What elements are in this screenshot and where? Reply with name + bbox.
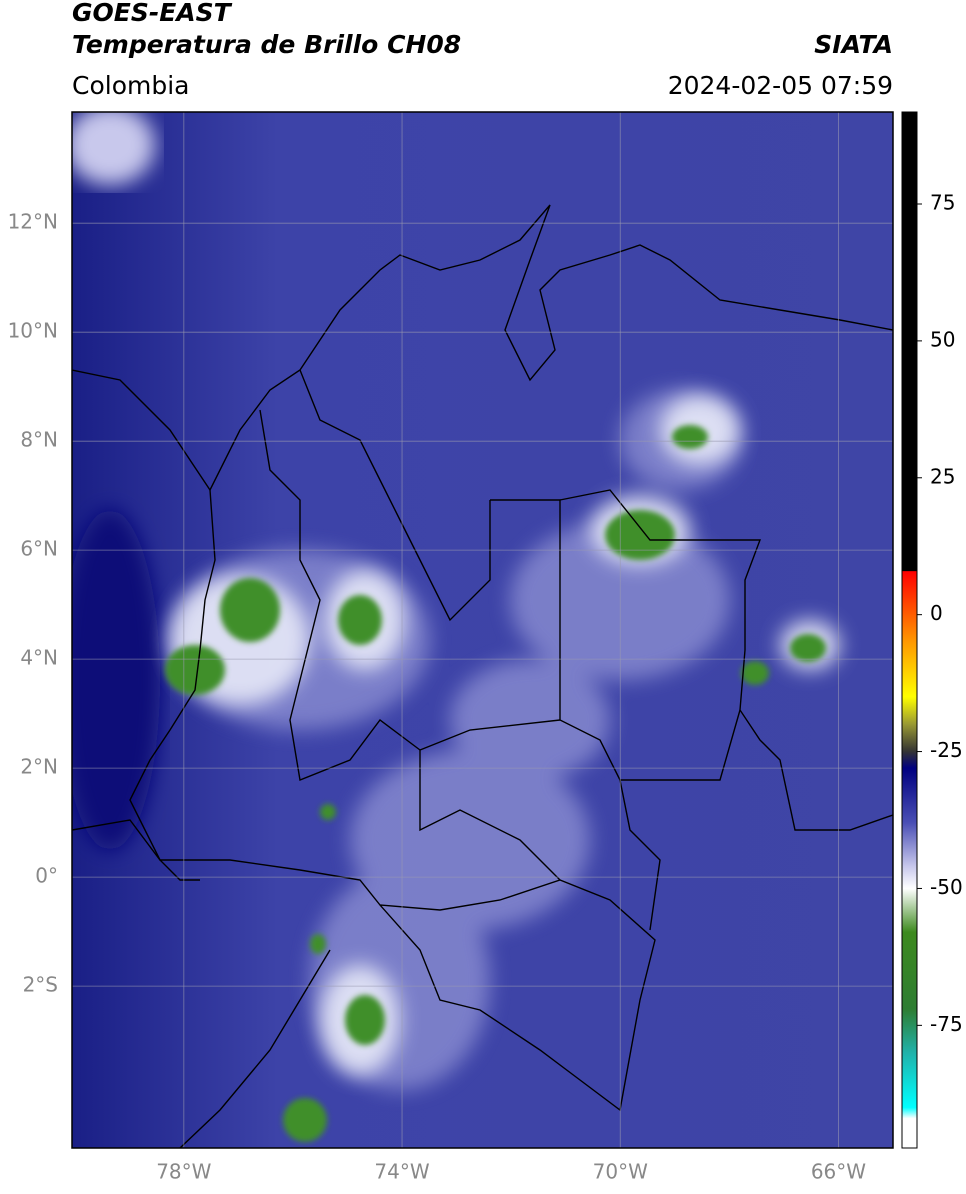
colorbar-tick-label: -50: [930, 875, 963, 899]
title: GOES-EAST: [72, 0, 233, 27]
colorbar: [901, 111, 918, 1149]
x-tick-label: 74°W: [374, 1160, 429, 1184]
y-tick-label: 8°N: [20, 428, 58, 452]
subtitle: Temperatura de Brillo CH08: [72, 30, 461, 59]
datetime: 2024-02-05 07:59: [668, 71, 893, 100]
y-tick-label: 2°N: [20, 755, 58, 779]
colorbar-tick-label: 25: [930, 464, 955, 488]
x-tick-label: 70°W: [593, 1160, 648, 1184]
y-tick-label: 10°N: [8, 319, 58, 343]
map-frame: [71, 111, 894, 1149]
satellite-image: [72, 112, 893, 1148]
colorbar-tick-label: 0: [930, 601, 943, 625]
y-tick-label: 0°: [35, 864, 58, 888]
y-tick-label: 2°S: [23, 973, 58, 997]
x-tick-label: 78°W: [156, 1160, 211, 1184]
colorbar-tick-label: -75: [930, 1012, 963, 1036]
graticule: [72, 112, 893, 1148]
source: SIATA: [814, 30, 893, 59]
colorbar-tick-label: 75: [930, 190, 955, 214]
region: Colombia: [72, 71, 189, 100]
y-tick-label: 12°N: [8, 210, 58, 234]
colorbar-tick-label: -25: [930, 738, 963, 762]
x-tick-label: 66°W: [811, 1160, 866, 1184]
colorbar-tick-label: 50: [930, 327, 955, 351]
y-tick-label: 4°N: [20, 646, 58, 670]
y-tick-label: 6°N: [20, 537, 58, 561]
